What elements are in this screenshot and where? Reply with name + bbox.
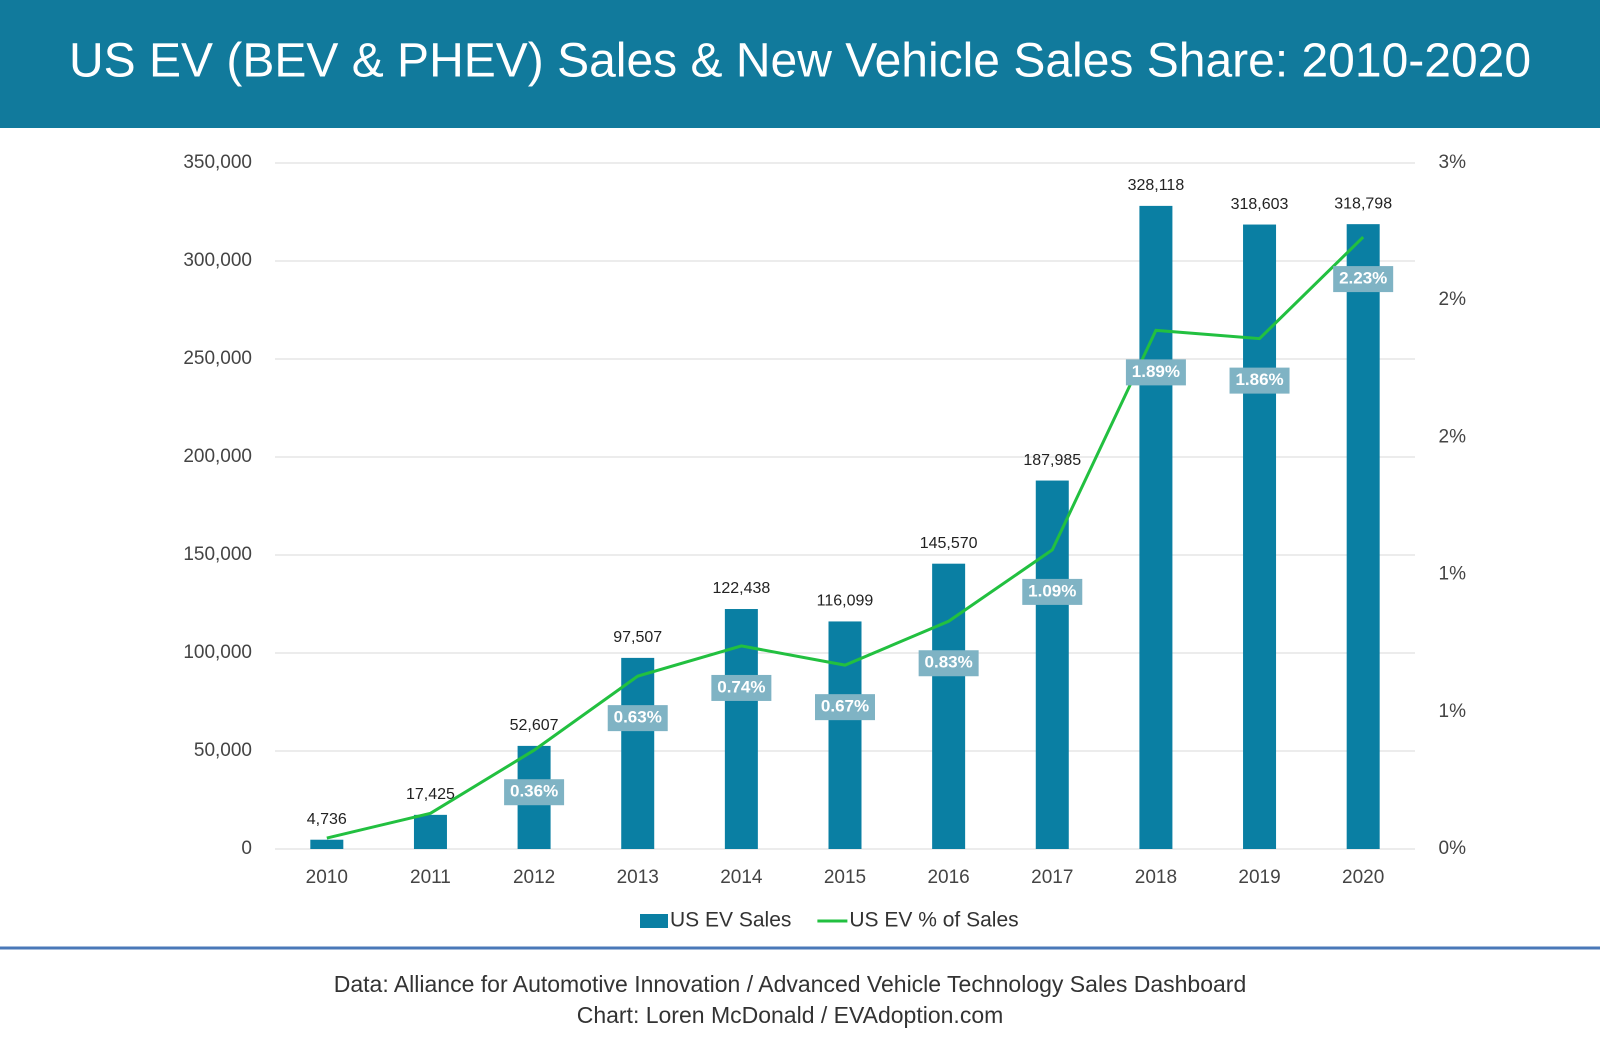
- bar-value-label: 17,425: [406, 786, 455, 803]
- value-label-box: [607, 705, 668, 732]
- bar-value-label: 52,607: [510, 717, 559, 734]
- bar-value-label: 116,099: [817, 593, 874, 610]
- chart-title: US EV (BEV & PHEV) Sales & New Vehicle S…: [69, 35, 1531, 88]
- bar-value-label: 318,798: [1334, 195, 1392, 212]
- line-value-label: 0.74%: [717, 677, 765, 696]
- bar: [1346, 224, 1380, 850]
- bar: [932, 563, 966, 849]
- x-tick-label: 2014: [720, 867, 763, 888]
- legend-swatch: [640, 914, 668, 928]
- bar-value-label: 122,438: [712, 580, 770, 597]
- y2-tick-label: 1%: [1439, 564, 1467, 585]
- y2-tick-label: 2%: [1439, 426, 1467, 447]
- bar-value-label: 145,570: [920, 535, 978, 552]
- bar-value-label: 4,736: [307, 811, 347, 828]
- x-tick-label: 2013: [617, 867, 659, 888]
- line-value-label: 0.63%: [614, 708, 662, 727]
- legend-label: US EV Sales: [670, 909, 791, 932]
- y-tick-label: 250,000: [183, 348, 252, 369]
- line-value-label: 0.36%: [510, 782, 558, 801]
- bar-value-label: 328,118: [1128, 177, 1185, 194]
- footer-line: Data: Alliance for Automotive Innovation…: [334, 971, 1247, 997]
- bar-value-label: 187,985: [1023, 452, 1081, 469]
- bar: [310, 839, 344, 849]
- x-tick-label: 2012: [513, 867, 555, 888]
- footer-line: Chart: Loren McDonald / EVAdoption.com: [577, 1002, 1004, 1028]
- line-value-label: 0.67%: [821, 697, 869, 716]
- y2-tick-label: 2%: [1439, 289, 1467, 310]
- line-value-label: 0.83%: [925, 653, 973, 672]
- bar: [828, 621, 862, 849]
- y-tick-label: 100,000: [183, 642, 252, 663]
- bar-value-label: 97,507: [613, 629, 662, 646]
- value-label-box: [1333, 266, 1394, 293]
- x-tick-label: 2016: [927, 867, 969, 888]
- value-label-box: [711, 674, 772, 701]
- line-value-label: 1.09%: [1028, 581, 1076, 600]
- title-band: [0, 0, 1600, 128]
- y-tick-label: 200,000: [183, 446, 252, 467]
- line: [326, 236, 1365, 840]
- x-tick-label: 2019: [1238, 867, 1280, 888]
- y2-tick-label: 0%: [1439, 838, 1467, 859]
- bar: [413, 814, 447, 849]
- y-tick-label: 300,000: [183, 250, 252, 271]
- bar: [1035, 480, 1069, 849]
- bar: [1243, 224, 1277, 850]
- line-value-label: 1.89%: [1132, 362, 1180, 381]
- y-tick-label: 350,000: [183, 152, 252, 173]
- y-tick-label: 50,000: [194, 740, 252, 761]
- x-tick-label: 2017: [1031, 867, 1073, 888]
- x-tick-label: 2010: [306, 867, 348, 888]
- x-tick-label: 2011: [410, 867, 451, 888]
- bar-value-label: 318,603: [1231, 196, 1289, 213]
- y-tick-label: 150,000: [183, 544, 252, 565]
- y2-tick-label: 1%: [1439, 701, 1467, 722]
- y-tick-label: 0: [241, 838, 252, 859]
- value-label-box: [504, 779, 565, 806]
- value-label-box: [815, 694, 875, 721]
- line-value-label: 1.86%: [1235, 370, 1283, 389]
- x-tick-label: 2015: [824, 867, 866, 888]
- line-value-label: 2.23%: [1339, 269, 1387, 288]
- value-label-box: [1125, 359, 1186, 386]
- x-tick-label: 2020: [1342, 867, 1384, 888]
- value-label-box: [918, 650, 979, 677]
- legend-label: US EV % of Sales: [849, 909, 1018, 932]
- y2-tick-label: 3%: [1439, 152, 1467, 173]
- value-label-box: [1022, 578, 1083, 605]
- bar: [621, 657, 655, 849]
- bar: [1139, 205, 1173, 849]
- value-label-box: [1229, 367, 1290, 394]
- x-tick-label: 2018: [1135, 867, 1177, 888]
